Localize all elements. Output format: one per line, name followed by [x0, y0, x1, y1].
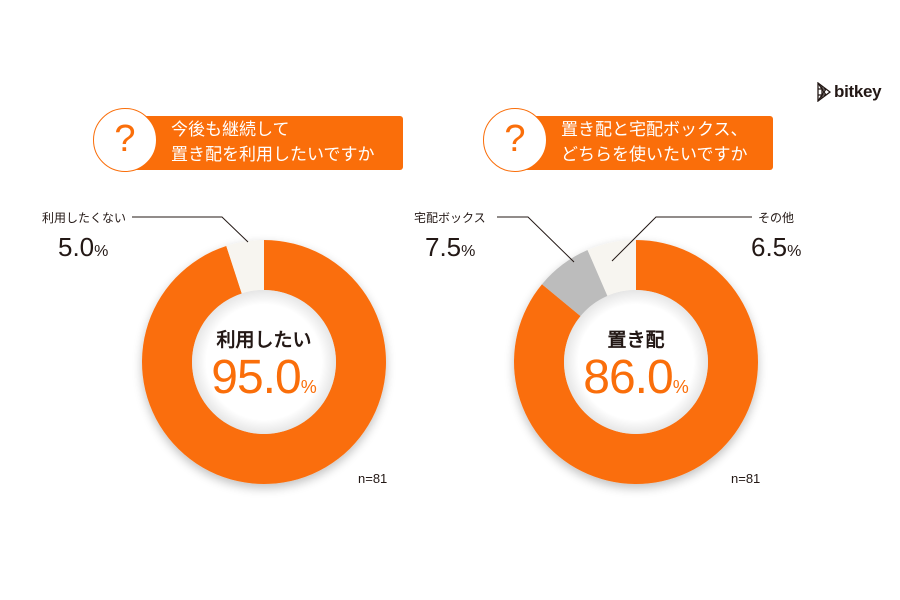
question-2: ? 置き配と宅配ボックス、 どちらを使いたいですか [483, 108, 783, 172]
donut-slice [141, 240, 386, 484]
callout-value-delivery-box: 7.5% [425, 232, 476, 262]
donut-hole [564, 290, 708, 434]
callout-value-not-use: 5.0% [58, 232, 109, 262]
question-text: 置き配と宅配ボックス、 どちらを使いたいですか [561, 120, 748, 165]
leader-line-other [611, 216, 752, 262]
question-bar [121, 116, 403, 170]
callout-label-other: その他 [758, 211, 795, 225]
sample-size-1: n=81 [358, 471, 388, 486]
center-value-2: 86.0% [583, 351, 689, 404]
center-value-1: 95.0% [211, 351, 317, 404]
donut-slice [226, 240, 264, 294]
question-mark-icon: ? [93, 108, 157, 172]
question-1: ? 今後も継続して 置き配を利用したいですか [93, 108, 403, 172]
center-label-1: 利用したい [216, 329, 312, 351]
donut-hole [192, 290, 336, 434]
callout-label-delivery-box: 宅配ボックス [414, 211, 486, 225]
question-text: 今後も継続して 置き配を利用したいですか [171, 120, 375, 165]
leader-line-not-use [132, 216, 249, 243]
question-mark-icon: ? [483, 108, 547, 172]
donut-slice [541, 250, 608, 317]
bitkey-logo: bitkey [817, 82, 882, 102]
question-bar [511, 116, 773, 170]
leader-line-delivery-box [497, 216, 575, 263]
donut-slice [587, 240, 636, 296]
center-label-2: 置き配 [607, 329, 665, 351]
bitkey-triangle-logo-icon [817, 82, 831, 102]
logo-text: bitkey [834, 82, 882, 101]
donut-slice [514, 240, 759, 484]
callout-label-not-use: 利用したくない [42, 211, 127, 225]
callout-value-other: 6.5% [751, 232, 802, 262]
donut-chart-2 [514, 240, 759, 484]
sample-size-2: n=81 [731, 471, 761, 486]
donut-chart-1 [141, 240, 386, 484]
